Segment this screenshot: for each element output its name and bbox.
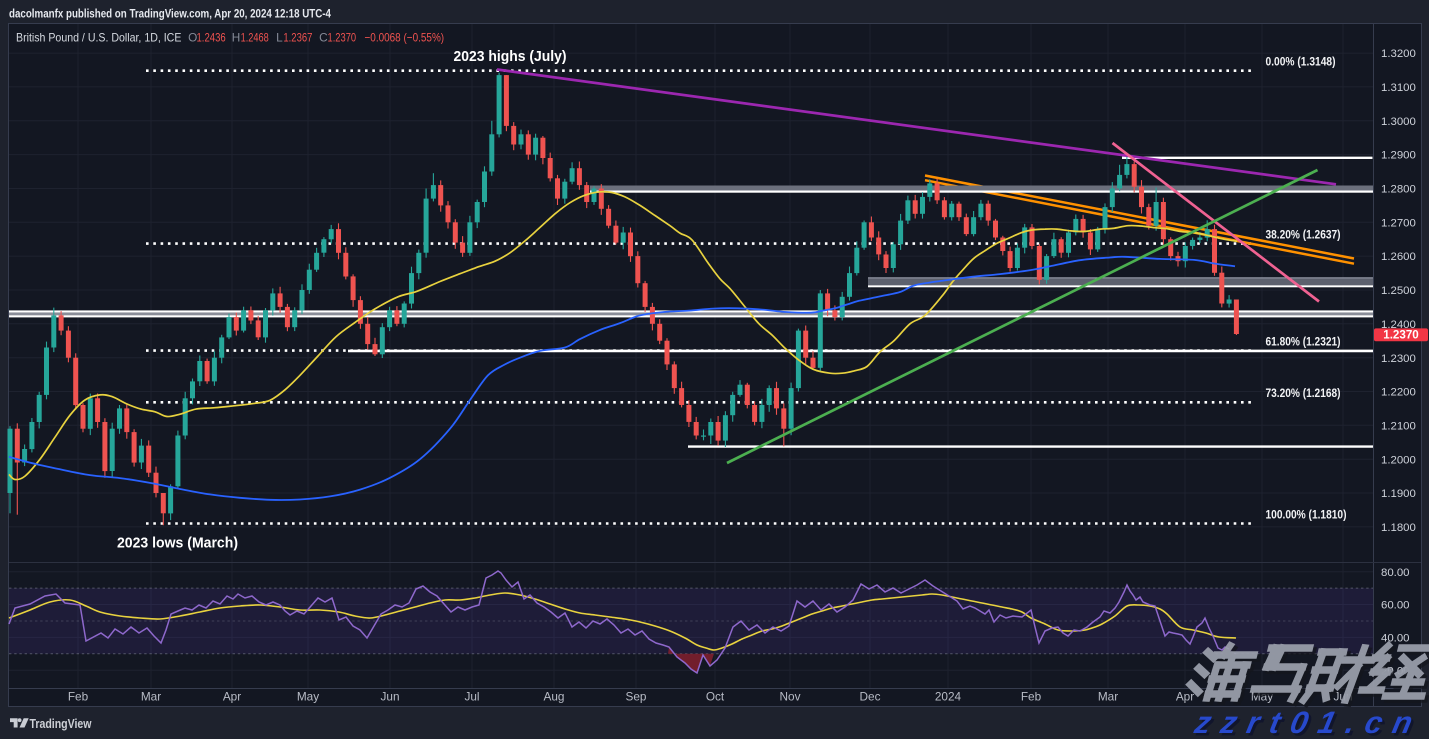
svg-text:zzrt01.cn: zzrt01.cn <box>1191 705 1426 739</box>
svg-text:Feb: Feb <box>68 690 89 704</box>
svg-text:2024: 2024 <box>935 690 962 704</box>
svg-text:100.00% (1.1810): 100.00% (1.1810) <box>1266 507 1347 521</box>
svg-text:0.00% (1.3148): 0.00% (1.3148) <box>1266 55 1336 69</box>
svg-text:61.80% (1.2321): 61.80% (1.2321) <box>1266 334 1341 348</box>
svg-text:C: C <box>319 30 328 44</box>
svg-text:1.2400: 1.2400 <box>1381 319 1416 331</box>
svg-text:Mar: Mar <box>141 690 161 704</box>
svg-text:Sep: Sep <box>626 690 647 704</box>
svg-text:Jun: Jun <box>380 690 399 704</box>
svg-text:1.3200: 1.3200 <box>1381 48 1416 60</box>
svg-text:1.2700: 1.2700 <box>1381 217 1416 229</box>
svg-text:1.2600: 1.2600 <box>1381 251 1416 263</box>
svg-text:L: L <box>276 30 283 44</box>
svg-text:1.2367: 1.2367 <box>283 30 312 44</box>
svg-text:1.1800: 1.1800 <box>1381 522 1416 534</box>
svg-text:TradingView: TradingView <box>30 716 93 731</box>
svg-text:73.20% (1.2168): 73.20% (1.2168) <box>1266 386 1341 400</box>
svg-text:1.2200: 1.2200 <box>1381 387 1416 399</box>
svg-text:60.00: 60.00 <box>1381 600 1410 612</box>
svg-text:1.2900: 1.2900 <box>1381 150 1416 162</box>
svg-text:dacolmanfx published on Tradin: dacolmanfx published on TradingView.com,… <box>9 9 332 21</box>
svg-text:Aug: Aug <box>544 690 565 704</box>
svg-text:H: H <box>232 30 241 44</box>
svg-text:1.2100: 1.2100 <box>1381 420 1416 432</box>
svg-text:Nov: Nov <box>780 690 801 704</box>
svg-text:1.2300: 1.2300 <box>1381 353 1416 365</box>
svg-text:Apr: Apr <box>223 690 241 704</box>
svg-text:1.2500: 1.2500 <box>1381 285 1416 297</box>
svg-text:Jul: Jul <box>464 690 479 704</box>
svg-text:Apr: Apr <box>1176 690 1194 704</box>
svg-text:38.20% (1.2637): 38.20% (1.2637) <box>1266 227 1341 241</box>
svg-text:1.2370: 1.2370 <box>328 30 357 44</box>
svg-text:1.2370: 1.2370 <box>1383 328 1418 341</box>
svg-text:Feb: Feb <box>1021 690 1042 704</box>
svg-text:zzrt01.cn: zzrt01.cn <box>1193 708 1428 739</box>
svg-text:Dec: Dec <box>860 690 881 704</box>
svg-text:2023 highs (July): 2023 highs (July) <box>454 49 567 65</box>
svg-text:1.1900: 1.1900 <box>1381 488 1416 500</box>
svg-text:1.3100: 1.3100 <box>1381 82 1416 94</box>
svg-text:O: O <box>188 30 197 44</box>
svg-text:1.3000: 1.3000 <box>1381 116 1416 128</box>
svg-text:40.00: 40.00 <box>1381 633 1410 645</box>
svg-text:1.2436: 1.2436 <box>197 30 227 44</box>
svg-text:Oct: Oct <box>706 690 725 704</box>
svg-text:1.2800: 1.2800 <box>1381 184 1416 196</box>
svg-text:−0.0068 (−0.55%): −0.0068 (−0.55%) <box>365 30 445 44</box>
svg-text:Mar: Mar <box>1098 690 1118 704</box>
svg-text:May: May <box>297 690 319 704</box>
svg-text:2023 lows (March): 2023 lows (March) <box>117 536 238 552</box>
svg-text:80.00: 80.00 <box>1381 567 1410 579</box>
svg-text:1.2468: 1.2468 <box>241 30 269 44</box>
svg-text:British Pound / U.S. Dollar, 1: British Pound / U.S. Dollar, 1D, ICE <box>16 30 182 44</box>
svg-text:1.2000: 1.2000 <box>1381 454 1416 466</box>
